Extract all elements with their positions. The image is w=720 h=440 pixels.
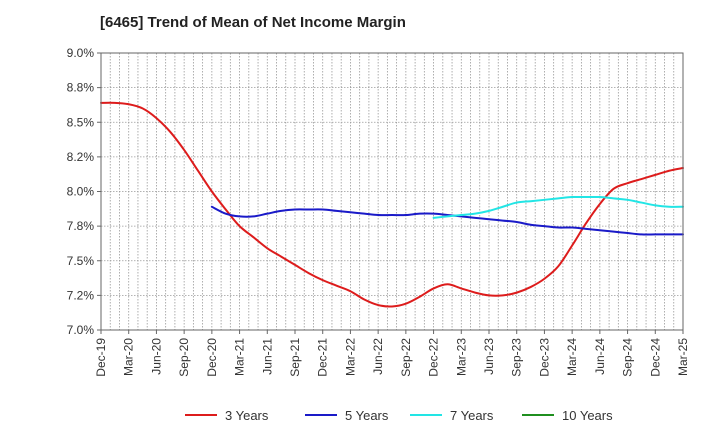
x-tick-label: Mar-21 [233,338,247,376]
x-tick-label: Sep-20 [177,338,191,377]
y-tick-label: 7.8% [67,219,95,233]
x-tick-label: Dec-19 [94,338,108,377]
y-tick-label: 8.2% [67,150,95,164]
x-tick-label: Dec-24 [648,338,662,377]
x-tick-label: Dec-21 [316,338,330,377]
x-tick-label: Jun-24 [593,338,607,375]
y-tick-label: 8.0% [67,185,95,199]
y-tick-label: 9.0% [67,46,95,60]
x-tick-label: Mar-24 [565,338,579,376]
y-tick-label: 7.0% [67,323,95,337]
x-tick-label: Mar-22 [343,338,357,376]
x-tick-label: Mar-25 [676,338,690,376]
legend-label-10-years: 10 Years [562,408,613,423]
y-tick-label: 8.8% [67,81,95,95]
x-tick-label: Sep-24 [621,338,635,377]
series-lines [100,101,684,308]
x-tick-label: Sep-21 [288,338,302,377]
x-tick-label: Sep-22 [399,338,413,377]
grid [101,53,683,330]
x-tick-label: Jun-22 [371,338,385,375]
x-tick-label: Dec-20 [205,338,219,377]
chart-title: [6465] Trend of Mean of Net Income Margi… [100,14,406,31]
x-tick-label: Jun-23 [482,338,496,375]
x-tick-label: Dec-23 [537,338,551,377]
legend-label-5-years: 5 Years [345,408,389,423]
legend: 3 Years 5 Years 7 Years 10 Years [185,408,613,423]
x-tick-label: Jun-21 [260,338,274,375]
x-tick-label: Mar-20 [122,338,136,376]
axes: 7.0% 7.2% 7.5% 7.8% 8.0% 8.2% 8.5% 8.8% 9.0% Dec-… [67,46,690,377]
series-line-3-years [100,101,684,308]
series-line-5-years [210,205,684,236]
series-line-7-years [432,195,684,219]
x-tick-label: Sep-23 [510,338,524,377]
legend-label-3-years: 3 Years [225,408,269,423]
y-tick-label: 8.5% [67,115,95,129]
y-tick-label: 7.5% [67,254,95,268]
y-tick-label: 7.2% [67,288,95,302]
legend-label-7-years: 7 Years [450,408,494,423]
x-tick-label: Dec-22 [427,338,441,377]
x-tick-label: Mar-23 [454,338,468,376]
x-tick-label: Jun-20 [149,338,163,375]
